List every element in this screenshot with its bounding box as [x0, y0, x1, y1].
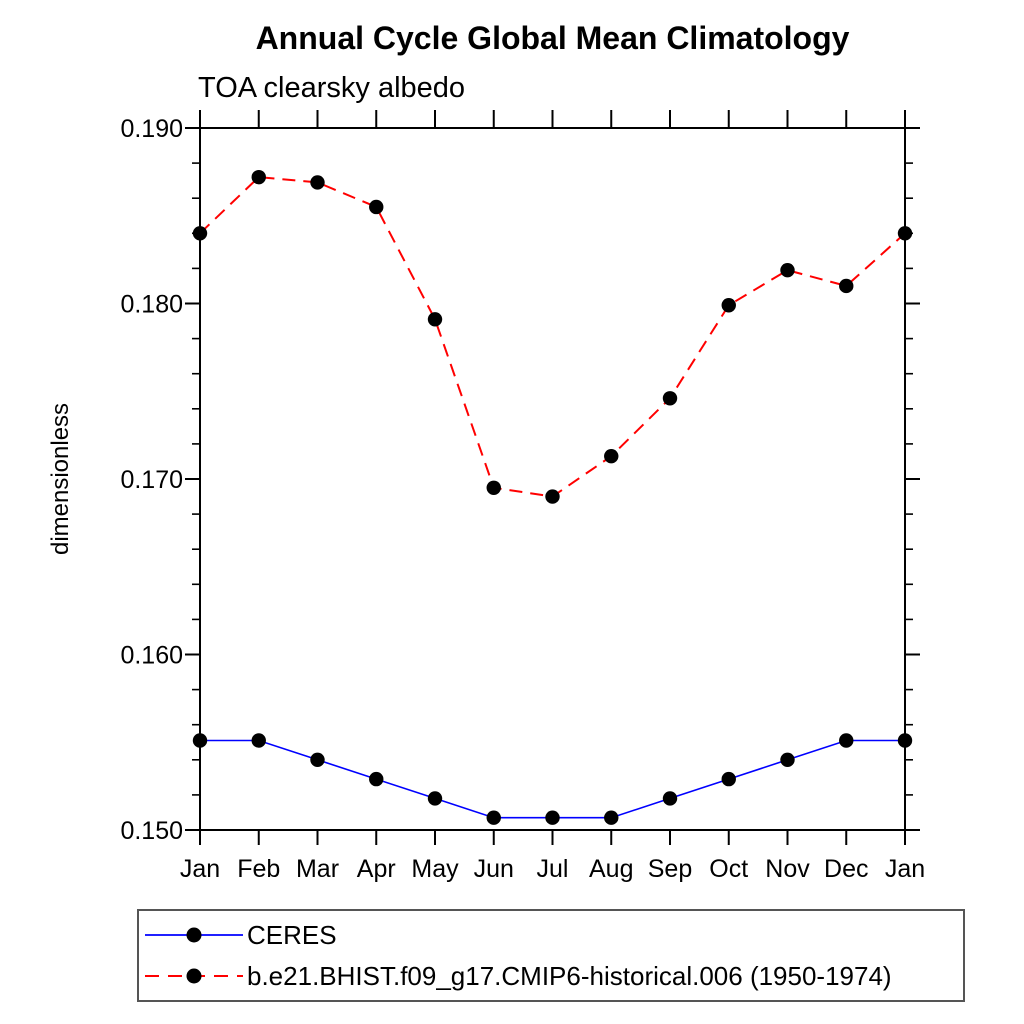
- series-marker-0: [839, 733, 854, 748]
- series-marker-1: [310, 175, 325, 190]
- x-tick-label: Apr: [357, 855, 396, 883]
- series-marker-0: [545, 810, 560, 825]
- series-marker-1: [251, 169, 266, 185]
- series-marker-0: [310, 752, 325, 767]
- y-tick-label: 0.160: [120, 642, 183, 670]
- series-marker-0: [427, 791, 443, 806]
- y-tick-label: 0.170: [120, 466, 183, 494]
- legend-line-sample-model: [145, 968, 243, 984]
- series-marker-0: [251, 733, 266, 748]
- chart-title: Annual Cycle Global Mean Climatology: [255, 20, 850, 56]
- series-marker-1: [192, 226, 208, 241]
- legend: CERES b.e21.BHIST.f09_g17.CMIP6-historic…: [137, 909, 965, 1002]
- series-marker-1: [545, 489, 560, 504]
- chart-subtitle: TOA clearsky albedo: [198, 72, 466, 104]
- series-line-1: [199, 176, 906, 498]
- series-line-0: [200, 739, 905, 819]
- x-tick-label: Dec: [824, 855, 868, 883]
- series-marker-0: [486, 810, 501, 825]
- series-marker-0: [604, 810, 619, 825]
- legend-sample-marker: [186, 968, 202, 984]
- series-marker-1: [427, 312, 443, 327]
- x-tick-label: Aug: [589, 855, 633, 883]
- series-marker-1: [721, 298, 736, 313]
- series-marker-0: [369, 771, 384, 787]
- x-tick-label: Mar: [296, 855, 339, 883]
- legend-label-model: b.e21.BHIST.f09_g17.CMIP6-historical.006…: [247, 961, 892, 991]
- series-marker-0: [780, 752, 795, 767]
- x-tick-label: Sep: [648, 855, 692, 883]
- x-tick-label: Jan: [180, 855, 220, 883]
- x-tick-label: Jul: [537, 855, 569, 883]
- legend-label-ceres: CERES: [247, 920, 337, 950]
- series-marker-0: [192, 733, 208, 748]
- series-marker-1: [662, 391, 678, 406]
- y-axis-label: dimensionless: [47, 403, 74, 555]
- x-tick-label: Oct: [709, 855, 748, 883]
- series-marker-1: [369, 199, 384, 215]
- legend-item-ceres: CERES: [143, 918, 337, 952]
- y-tick-label: 0.150: [120, 817, 183, 845]
- x-tick-label: Feb: [237, 855, 280, 883]
- legend-item-model: b.e21.BHIST.f09_g17.CMIP6-historical.006…: [143, 959, 892, 993]
- series-marker-1: [486, 480, 501, 495]
- legend-line-sample-ceres: [145, 927, 243, 943]
- legend-sample-marker: [186, 927, 202, 943]
- series-marker-0: [721, 771, 736, 787]
- series-marker-1: [839, 278, 854, 294]
- series-marker-1: [604, 448, 619, 464]
- x-tick-label: Nov: [765, 855, 810, 883]
- series-marker-0: [662, 791, 678, 806]
- series-marker-0: [897, 733, 913, 748]
- series-marker-1: [780, 262, 795, 278]
- y-tick-label: 0.190: [120, 115, 183, 143]
- y-tick-label: 0.180: [120, 291, 183, 319]
- x-tick-label: Jan: [885, 855, 925, 883]
- x-tick-label: Jun: [474, 855, 514, 883]
- series-marker-1: [897, 226, 913, 241]
- x-tick-label: May: [411, 855, 459, 883]
